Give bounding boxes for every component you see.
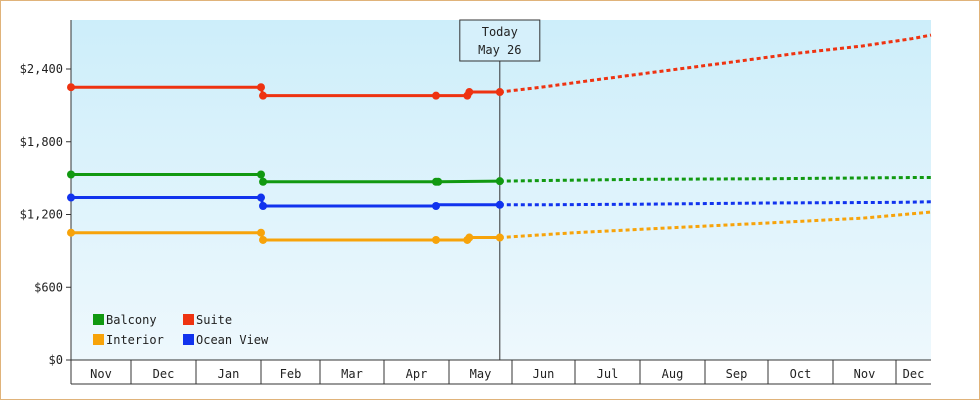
x-tick-label: Jun xyxy=(533,367,555,381)
balcony-forecast-line xyxy=(499,176,931,183)
legend-swatch-interior xyxy=(93,334,104,345)
x-tick-label: Sep xyxy=(726,367,748,381)
suite-forecast-line xyxy=(499,33,932,94)
legend-label-suite: Suite xyxy=(196,313,232,327)
x-tick-label: Oct xyxy=(790,367,812,381)
interior-point xyxy=(259,235,268,244)
y-tick-label: $600 xyxy=(34,280,63,294)
interior-point xyxy=(257,228,265,237)
ocean-view-forecast-line xyxy=(499,200,932,207)
balcony-history-line xyxy=(71,172,500,184)
interior-forecast-line xyxy=(499,210,932,240)
interior-point xyxy=(67,228,75,237)
x-tick-label: Dec xyxy=(903,367,925,381)
today-label-box xyxy=(459,19,541,62)
y-tick-label: $0 xyxy=(49,353,63,367)
ocean-view-point xyxy=(257,193,265,202)
interior-point xyxy=(432,235,440,244)
legend-swatch-ocean-view xyxy=(183,334,194,345)
balcony-point xyxy=(67,170,75,179)
suite-point xyxy=(257,83,265,92)
suite-point xyxy=(67,83,75,92)
x-tick-label: May xyxy=(470,367,492,381)
suite-point xyxy=(432,91,440,100)
today-label: May 26 xyxy=(478,43,521,57)
legend-swatch-suite xyxy=(183,314,194,325)
y-tick-label: $1,800 xyxy=(20,135,63,149)
ocean-view-point xyxy=(432,202,440,211)
balcony-point xyxy=(259,177,268,186)
ocean-view-history-line xyxy=(71,196,500,208)
x-tick-label: Jul xyxy=(597,367,619,381)
legend-label-interior: Interior xyxy=(106,333,164,347)
x-tick-label: Apr xyxy=(406,367,428,381)
x-tick-label: Nov xyxy=(854,367,876,381)
x-tick-label: Dec xyxy=(153,367,175,381)
balcony-point xyxy=(495,177,504,186)
ocean-view-point xyxy=(67,193,75,202)
legend-label-balcony: Balcony xyxy=(106,313,157,327)
x-tick-label: Nov xyxy=(90,367,112,381)
today-label: Today xyxy=(482,25,518,39)
legend-label-ocean-view: Ocean View xyxy=(196,333,269,347)
y-tick-label: $2,400 xyxy=(20,62,63,76)
legend-swatch-balcony xyxy=(93,314,104,325)
interior-point xyxy=(495,233,504,242)
y-tick-label: $1,200 xyxy=(20,208,63,222)
suite-point xyxy=(259,91,268,100)
suite-point xyxy=(465,88,474,97)
ocean-view-point xyxy=(259,202,268,211)
x-tick-label: Mar xyxy=(341,367,363,381)
x-tick-label: Jan xyxy=(218,367,240,381)
suite-point xyxy=(495,88,504,97)
ocean-view-point xyxy=(495,200,504,209)
x-tick-label: Aug xyxy=(662,367,684,381)
balcony-point xyxy=(434,177,443,186)
plot-area xyxy=(71,20,931,360)
balcony-point xyxy=(257,170,265,179)
x-tick-label: Feb xyxy=(280,367,302,381)
interior-point xyxy=(465,233,474,242)
